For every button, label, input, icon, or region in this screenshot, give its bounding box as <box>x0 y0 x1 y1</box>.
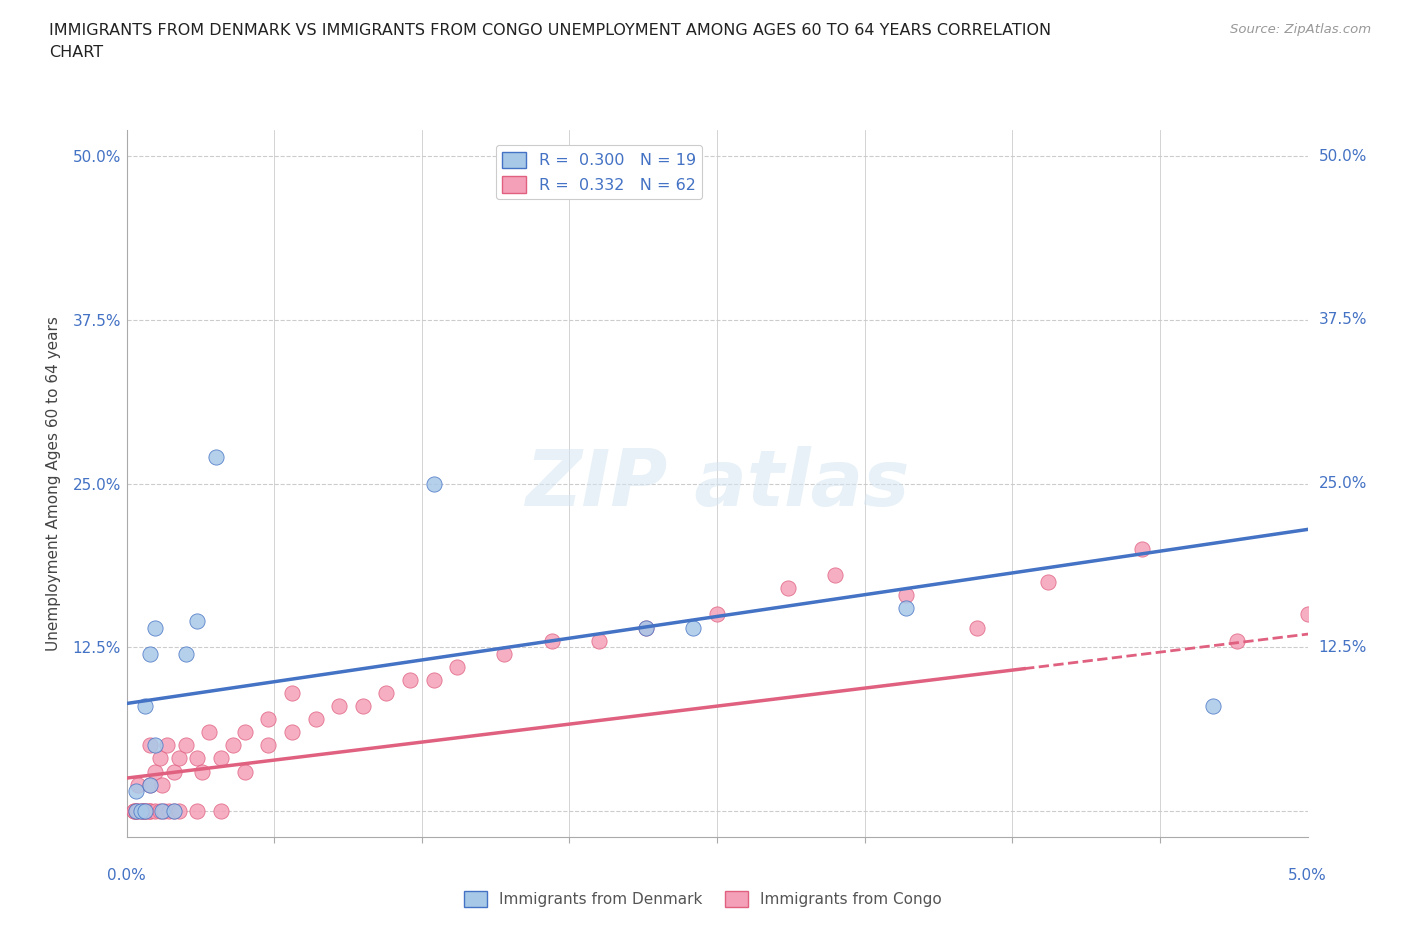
Point <box>167 804 190 818</box>
Point <box>636 620 658 635</box>
Point <box>143 804 166 818</box>
Point <box>134 804 156 818</box>
Point <box>139 804 162 818</box>
Point <box>139 646 162 661</box>
Point <box>186 751 208 766</box>
Point <box>1296 607 1319 622</box>
Point <box>328 698 350 713</box>
Point <box>1130 541 1153 556</box>
Point <box>198 724 221 739</box>
Point <box>143 620 166 635</box>
Point <box>375 685 398 700</box>
Point <box>167 751 190 766</box>
Point <box>540 633 562 648</box>
Point <box>139 737 162 752</box>
Point <box>139 804 162 818</box>
Point <box>174 737 197 752</box>
Text: ZIP atlas: ZIP atlas <box>524 445 910 522</box>
Point <box>125 804 148 818</box>
Point <box>149 804 172 818</box>
Text: Source: ZipAtlas.com: Source: ZipAtlas.com <box>1230 23 1371 36</box>
Text: IMMIGRANTS FROM DENMARK VS IMMIGRANTS FROM CONGO UNEMPLOYMENT AMONG AGES 60 TO 6: IMMIGRANTS FROM DENMARK VS IMMIGRANTS FR… <box>49 23 1052 38</box>
Point <box>132 804 155 818</box>
Point <box>139 777 162 792</box>
Point <box>156 737 179 752</box>
Point <box>233 764 256 779</box>
Point <box>163 804 186 818</box>
Point <box>186 614 208 629</box>
Point <box>122 804 145 818</box>
Point <box>706 607 728 622</box>
Point <box>174 646 197 661</box>
Point <box>134 804 156 818</box>
Point <box>150 804 173 818</box>
Point <box>125 784 148 799</box>
Text: 37.5%: 37.5% <box>1319 312 1367 327</box>
Point <box>422 476 444 491</box>
Point <box>157 804 180 818</box>
Point <box>588 633 610 648</box>
Legend: Immigrants from Denmark, Immigrants from Congo: Immigrants from Denmark, Immigrants from… <box>458 884 948 913</box>
Point <box>257 711 280 726</box>
Point <box>149 751 172 766</box>
Point <box>281 724 304 739</box>
Point <box>209 751 232 766</box>
Point <box>257 737 280 752</box>
Point <box>153 804 176 818</box>
Point <box>134 698 156 713</box>
Point <box>122 804 145 818</box>
Point <box>150 777 173 792</box>
Y-axis label: Unemployment Among Ages 60 to 64 years: Unemployment Among Ages 60 to 64 years <box>46 316 62 651</box>
Point <box>894 601 917 616</box>
Point <box>136 804 159 818</box>
Point <box>139 777 162 792</box>
Point <box>143 764 166 779</box>
Point <box>776 581 799 596</box>
Text: 0.0%: 0.0% <box>107 868 146 883</box>
Point <box>422 672 444 687</box>
Point <box>399 672 422 687</box>
Point <box>127 804 149 818</box>
Point <box>125 804 148 818</box>
Point <box>205 450 228 465</box>
Point <box>281 685 304 700</box>
Point <box>143 737 166 752</box>
Point <box>125 804 148 818</box>
Point <box>1202 698 1225 713</box>
Text: 5.0%: 5.0% <box>1288 868 1327 883</box>
Point <box>682 620 704 635</box>
Text: 25.0%: 25.0% <box>1319 476 1367 491</box>
Point <box>966 620 988 635</box>
Point <box>209 804 232 818</box>
Legend: R =  0.300   N = 19, R =  0.332   N = 62: R = 0.300 N = 19, R = 0.332 N = 62 <box>496 145 702 199</box>
Point <box>129 804 152 818</box>
Text: 50.0%: 50.0% <box>1319 149 1367 164</box>
Point <box>233 724 256 739</box>
Point <box>129 804 152 818</box>
Point <box>163 804 186 818</box>
Point <box>494 646 516 661</box>
Point <box>222 737 245 752</box>
Point <box>1226 633 1249 648</box>
Point <box>134 804 156 818</box>
Point <box>636 620 658 635</box>
Point <box>186 804 208 818</box>
Point <box>163 764 186 779</box>
Point <box>894 588 917 603</box>
Point <box>824 568 846 583</box>
Point <box>304 711 326 726</box>
Point <box>127 777 149 792</box>
Point <box>1036 575 1059 590</box>
Point <box>132 804 155 818</box>
Point <box>191 764 214 779</box>
Text: 12.5%: 12.5% <box>1319 640 1367 655</box>
Point <box>352 698 374 713</box>
Point <box>446 659 468 674</box>
Text: CHART: CHART <box>49 45 103 60</box>
